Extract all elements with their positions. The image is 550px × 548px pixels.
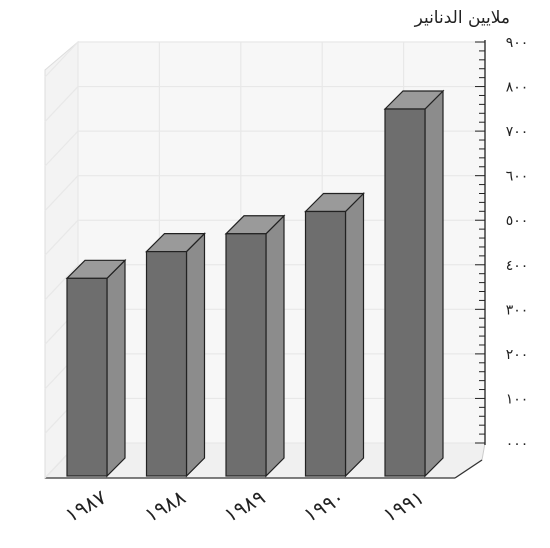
grid-line — [44, 41, 79, 78]
grid-line — [44, 86, 79, 122]
y-axis-label: ملايين الدنانير — [414, 8, 510, 28]
bar — [304, 192, 365, 478]
y-tick-label: ٩٠٠ — [506, 35, 529, 51]
grid-line — [44, 175, 79, 212]
x-tick-label: ١٩٩١ — [379, 485, 428, 527]
bar — [224, 214, 286, 478]
y-tick-label: ٠٠٠ — [506, 436, 529, 452]
bar — [65, 258, 127, 478]
grid-line — [44, 219, 79, 256]
bar-side — [185, 232, 206, 478]
bar-front — [384, 108, 426, 477]
bar — [145, 232, 206, 478]
bar-front — [66, 277, 108, 477]
bar-front — [225, 233, 267, 477]
x-axis-labels: ١٩٨٧ ١٩٨٨ ١٩٨٩ ١٩٩٠ ١٩٩١ — [61, 485, 428, 527]
bar-front — [145, 250, 188, 477]
grid-line — [44, 264, 79, 301]
y-tick-label: ٦٠٠ — [506, 169, 529, 185]
y-axis: ٠٠٠ ١٠٠ ٢٠٠ ٣٠٠ ٤٠٠ ٥٠٠ ٦٠٠ ٧٠٠ ٨٠٠ ٩٠٠ — [475, 35, 528, 452]
grid-line — [44, 130, 79, 167]
y-tick-label: ٧٠٠ — [506, 124, 529, 140]
y-tick-label: ٢٠٠ — [506, 347, 529, 363]
bar-side — [344, 192, 365, 478]
floor-edge — [454, 459, 483, 479]
bar-side — [265, 214, 285, 478]
x-tick-label: ١٩٩٠ — [299, 485, 348, 527]
bar-front — [304, 210, 347, 477]
chart-bars — [65, 89, 445, 478]
x-tick-label: ١٩٨٧ — [61, 485, 110, 527]
y-tick-label: ٨٠٠ — [506, 80, 529, 96]
bar-side — [106, 258, 126, 478]
y-tick-label: ١٠٠ — [506, 391, 529, 407]
x-tick-label: ١٩٨٨ — [140, 485, 189, 527]
y-tick-label: ٤٠٠ — [506, 258, 529, 274]
bar — [383, 89, 445, 478]
y-tick-label: ٥٠٠ — [506, 213, 529, 229]
bar-side — [424, 89, 444, 478]
x-tick-label: ١٩٨٩ — [220, 485, 269, 527]
y-tick-label: ٣٠٠ — [506, 302, 529, 318]
